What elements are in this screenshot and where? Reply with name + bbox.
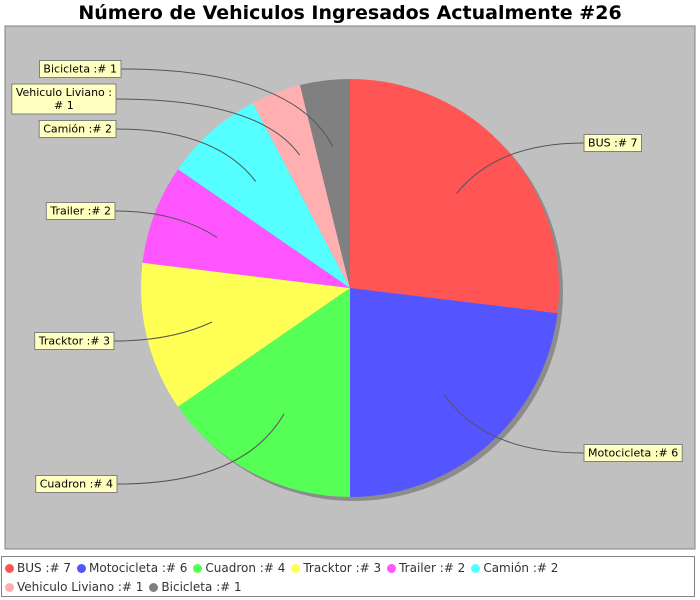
legend-item-motocicleta: Motocicleta :# 6: [77, 559, 187, 578]
label-tracktor: Tracktor :# 3: [34, 332, 115, 350]
legend-item-tracktor: Tracktor :# 3: [291, 559, 381, 578]
legend-swatch: [5, 564, 14, 573]
slice-tracktor: [140, 262, 350, 407]
chart-title: Número de Vehiculos Ingresados Actualmen…: [78, 2, 622, 24]
legend-swatch: [387, 564, 397, 573]
legend-label: Tracktor :# 3: [303, 561, 382, 575]
slice-cuadron: [178, 288, 350, 497]
legend-label: Motocicleta :# 6: [89, 561, 188, 575]
legend-item-bus: BUS :# 7: [5, 559, 71, 578]
slice-bicicleta: [299, 79, 350, 288]
legend-item-camion: Camión :# 2: [471, 559, 558, 578]
legend-label: Bicicleta :# 1: [161, 580, 242, 594]
label-camion: Camión :# 2: [38, 120, 117, 138]
legend-swatch: [471, 564, 481, 573]
legend-swatch: [77, 564, 86, 573]
label-bicicleta: Bicicleta :# 1: [39, 60, 122, 78]
legend-label: Trailer :# 2: [399, 561, 466, 575]
connector-cuadron: [116, 413, 285, 485]
legend-item-vehiculo-liviano: Vehiculo Liviano :# 1: [5, 578, 143, 597]
connector-motocicleta: [443, 394, 585, 454]
svg-text:Bicicleta :# 1: Bicicleta :# 1: [43, 63, 117, 76]
legend-item-bicicleta: Bicicleta :# 1: [149, 578, 242, 597]
legend-swatch: [5, 583, 14, 592]
svg-text:Tracktor :# 3: Tracktor :# 3: [38, 335, 110, 348]
svg-text:BUS :# 7: BUS :# 7: [588, 137, 638, 150]
slice-camion: [178, 102, 350, 288]
legend-swatch: [193, 564, 203, 573]
svg-text:Motocicleta :# 6: Motocicleta :# 6: [588, 447, 678, 460]
connector-bicicleta: [120, 68, 334, 148]
connector-vehiculo-liviano: [115, 98, 301, 156]
labels-group: BUS :# 7 Motocicleta :# 6 Cuadron :# 4 Trac…: [11, 60, 683, 493]
slice-bus: [350, 79, 560, 314]
svg-text:Trailer :# 2: Trailer :# 2: [49, 205, 111, 218]
legend-label: BUS :# 7: [17, 561, 71, 575]
connector-bus: [456, 142, 585, 195]
label-cuadron: Cuadron :# 4: [35, 475, 118, 493]
label-vehiculo-liviano: Vehiculo Liviano :# 1: [11, 83, 117, 115]
label-trailer: Trailer :# 2: [45, 202, 116, 220]
slice-trailer: [142, 169, 350, 288]
legend-swatch: [149, 583, 159, 592]
legend-swatch: [291, 564, 301, 573]
legend-item-trailer: Trailer :# 2: [387, 559, 465, 578]
connector-tracktor: [113, 321, 213, 342]
slice-motocicleta: [350, 288, 558, 497]
slice-vehiculo-liviano: [252, 85, 350, 288]
svg-text:Camión :# 2: Camión :# 2: [43, 123, 112, 136]
connectors-group: [113, 68, 585, 485]
svg-text:Vehiculo Liviano :: Vehiculo Liviano :: [16, 86, 112, 99]
legend-label: Vehiculo Liviano :# 1: [17, 580, 144, 594]
legend-item-cuadron: Cuadron :# 4: [193, 559, 285, 578]
svg-text:Cuadron :# 4: Cuadron :# 4: [40, 478, 113, 491]
pie-chart: BUS :# 7 Motocicleta :# 6 Cuadron :# 4 Trac…: [4, 25, 696, 550]
connector-camion: [115, 128, 257, 182]
svg-text:# 1: # 1: [54, 99, 74, 112]
legend-label: Cuadron :# 4: [205, 561, 286, 575]
connector-trailer: [114, 210, 218, 239]
legend-label: Camión :# 2: [483, 561, 559, 575]
label-motocicleta: Motocicleta :# 6: [583, 444, 683, 462]
legend: BUS :# 7 Motocicleta :# 6 Cuadron :# 4 Trac…: [1, 556, 695, 597]
label-bus: BUS :# 7: [583, 134, 642, 152]
slices-group: [140, 79, 560, 497]
